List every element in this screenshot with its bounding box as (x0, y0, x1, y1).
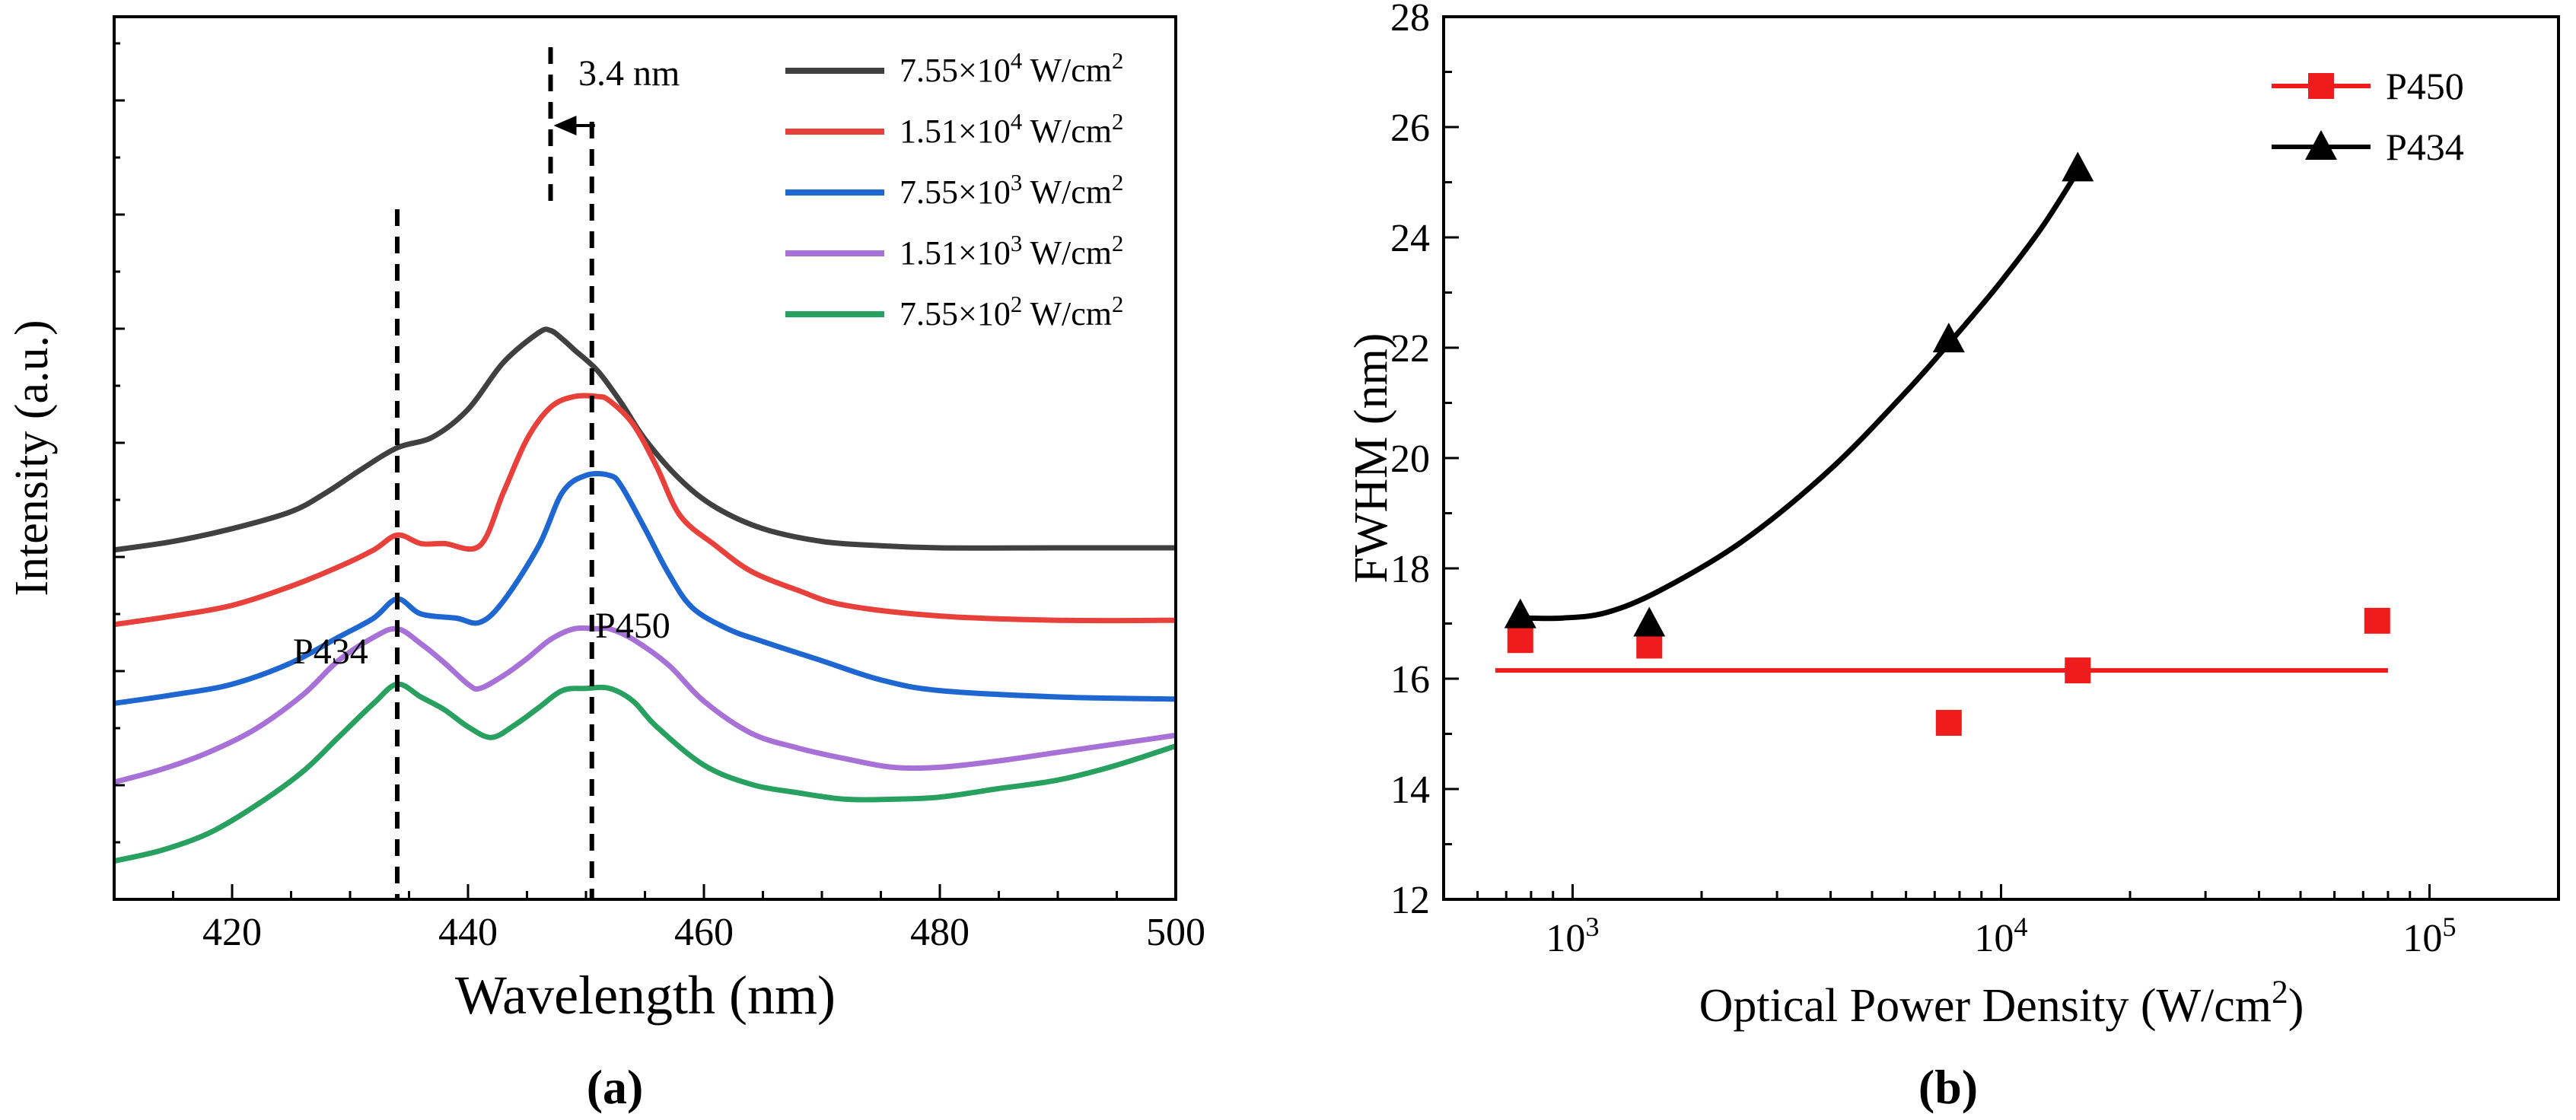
p434-point-3 (1932, 323, 1965, 353)
spectrum-line-1 (113, 326, 1176, 553)
x-tick-label-420: 420 (202, 911, 262, 954)
legend-label-5: 7.55×102 W/cm2 (900, 291, 1123, 332)
p434-point-1 (1504, 598, 1536, 628)
p450-point-2 (1636, 632, 1663, 659)
panel-b-y-axis-title: FWHM (nm) (1345, 333, 1397, 584)
spectrum-line-2 (113, 393, 1177, 628)
panel-a-x-ticks: 420 440 460 480 500 (113, 884, 1205, 954)
p434-point-2 (1633, 606, 1666, 637)
spectrum-line-4 (113, 625, 1177, 785)
y-tick-label-18: 18 (1390, 548, 1430, 591)
p450-point-3 (1935, 710, 1962, 736)
p434-point-4 (2062, 151, 2094, 182)
p450-point-4 (2065, 657, 2091, 684)
p434-label: P434 (293, 632, 368, 672)
legend-label-1: 7.55×104 W/cm2 (900, 48, 1123, 89)
y-tick-label-24: 24 (1390, 217, 1430, 260)
y-tick-label-12: 12 (1390, 879, 1430, 922)
shift-arrow-head (553, 116, 577, 135)
x-tick-label-480: 480 (910, 911, 970, 954)
panel-b-label: (b) (1918, 1060, 1978, 1114)
panel-b-fwhm-chart: 103 104 105 12 14 16 18 20 22 24 26 28 P450 P434 Op… (1345, 0, 2560, 1114)
y-tick-label-26: 26 (1390, 107, 1430, 150)
p450-label: P450 (595, 606, 670, 646)
p450-point-5 (2364, 607, 2390, 634)
panel-b-fit-lines (1495, 170, 2388, 673)
x-tick-label-440: 440 (438, 911, 498, 954)
x-tick-label-1000: 103 (1546, 912, 1599, 960)
x-tick-label-460: 460 (674, 911, 734, 954)
peak-shift-label: 3.4 nm (578, 53, 680, 94)
legend-label-p450: P450 (2386, 65, 2464, 107)
y-tick-label-16: 16 (1390, 658, 1430, 702)
panel-a-plot-frame (113, 15, 1177, 901)
p434-fit-curve (1520, 170, 2081, 622)
x-tick-label-100000: 105 (2402, 912, 2456, 960)
legend-label-4: 1.51×103 W/cm2 (900, 231, 1123, 272)
legend-swatch-p450-marker (2308, 73, 2334, 99)
panel-a-x-axis-title: Wavelength (nm) (455, 965, 836, 1026)
panel-a-label: (a) (587, 1060, 644, 1114)
legend-label-2: 1.51×104 W/cm2 (900, 109, 1123, 150)
panel-a-annotations: 3.4 nm P434 P450 (293, 47, 680, 899)
panel-a-series-group (113, 326, 1177, 864)
panel-b-legend: P450 P434 (2272, 65, 2464, 168)
legend-label-3: 7.55×103 W/cm2 (900, 170, 1123, 211)
spectrum-line-5 (113, 681, 1177, 864)
panel-b-x-ticks: 103 104 105 (1442, 884, 2560, 960)
panel-b-x-axis-title: Optical Power Density (W/cm2) (1699, 974, 2304, 1032)
panel-a-spectra-chart: 3.4 nm P434 P450 420 440 460 480 500 7.55×104 … (6, 15, 1205, 1114)
panel-b-y-ticks: 12 14 16 18 20 22 24 26 28 (1390, 0, 1459, 922)
panel-a-y-ticks (114, 42, 125, 901)
panel-b-data-points (1504, 151, 2390, 736)
panel-a-y-axis-title: Intensity (a.u.) (6, 320, 58, 596)
p450-point-1 (1507, 627, 1533, 654)
legend-swatch-p434-marker (2305, 130, 2337, 160)
legend-label-p434: P434 (2386, 126, 2464, 168)
y-tick-label-28: 28 (1390, 0, 1430, 40)
spectrum-line-3 (113, 471, 1177, 706)
panel-a-legend: 7.55×104 W/cm2 1.51×104 W/cm2 7.55×103 W/c… (785, 48, 1123, 332)
y-tick-label-22: 22 (1390, 327, 1430, 371)
y-tick-label-20: 20 (1390, 438, 1430, 481)
y-tick-label-14: 14 (1390, 768, 1430, 812)
x-tick-label-10000: 104 (1974, 912, 2027, 960)
x-tick-label-500: 500 (1146, 911, 1205, 954)
